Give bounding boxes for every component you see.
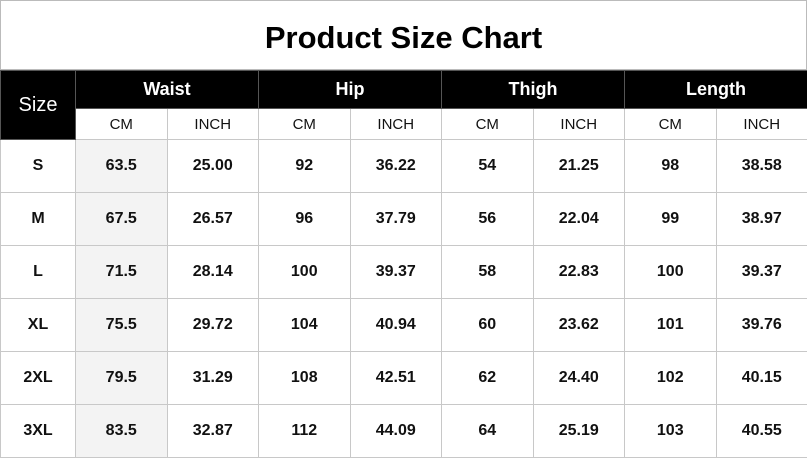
value-cell: 79.5 — [76, 352, 168, 405]
value-cell: 32.87 — [167, 405, 259, 458]
value-cell: 63.5 — [76, 140, 168, 193]
unit-header: CM — [625, 109, 717, 140]
value-cell: 64 — [442, 405, 534, 458]
value-cell: 25.00 — [167, 140, 259, 193]
value-cell: 56 — [442, 193, 534, 246]
unit-header: INCH — [716, 109, 807, 140]
value-cell: 28.14 — [167, 246, 259, 299]
value-cell: 83.5 — [76, 405, 168, 458]
value-cell: 40.15 — [716, 352, 807, 405]
value-cell: 101 — [625, 299, 717, 352]
value-cell: 108 — [259, 352, 351, 405]
value-cell: 60 — [442, 299, 534, 352]
value-cell: 96 — [259, 193, 351, 246]
size-cell: 3XL — [1, 405, 76, 458]
value-cell: 22.83 — [533, 246, 625, 299]
value-cell: 21.25 — [533, 140, 625, 193]
value-cell: 102 — [625, 352, 717, 405]
group-header: Length — [625, 71, 807, 109]
value-cell: 54 — [442, 140, 534, 193]
size-cell: S — [1, 140, 76, 193]
title: Product Size Chart — [0, 0, 807, 70]
value-cell: 24.40 — [533, 352, 625, 405]
value-cell: 25.19 — [533, 405, 625, 458]
value-cell: 103 — [625, 405, 717, 458]
value-cell: 38.58 — [716, 140, 807, 193]
size-cell: L — [1, 246, 76, 299]
value-cell: 58 — [442, 246, 534, 299]
unit-header: INCH — [167, 109, 259, 140]
value-cell: 38.97 — [716, 193, 807, 246]
group-header: Thigh — [442, 71, 625, 109]
group-header: Hip — [259, 71, 442, 109]
value-cell: 39.76 — [716, 299, 807, 352]
value-cell: 39.37 — [716, 246, 807, 299]
unit-header: CM — [259, 109, 351, 140]
value-cell: 26.57 — [167, 193, 259, 246]
value-cell: 40.55 — [716, 405, 807, 458]
value-cell: 37.79 — [350, 193, 442, 246]
unit-header: CM — [442, 109, 534, 140]
value-cell: 62 — [442, 352, 534, 405]
unit-header: INCH — [533, 109, 625, 140]
value-cell: 36.22 — [350, 140, 442, 193]
group-header: Waist — [76, 71, 259, 109]
value-cell: 40.94 — [350, 299, 442, 352]
value-cell: 31.29 — [167, 352, 259, 405]
unit-header: CM — [76, 109, 168, 140]
value-cell: 100 — [259, 246, 351, 299]
value-cell: 75.5 — [76, 299, 168, 352]
value-cell: 67.5 — [76, 193, 168, 246]
value-cell: 23.62 — [533, 299, 625, 352]
size-cell: 2XL — [1, 352, 76, 405]
value-cell: 44.09 — [350, 405, 442, 458]
size-cell: XL — [1, 299, 76, 352]
value-cell: 99 — [625, 193, 717, 246]
value-cell: 42.51 — [350, 352, 442, 405]
value-cell: 92 — [259, 140, 351, 193]
value-cell: 39.37 — [350, 246, 442, 299]
size-cell: M — [1, 193, 76, 246]
value-cell: 104 — [259, 299, 351, 352]
value-cell: 22.04 — [533, 193, 625, 246]
value-cell: 29.72 — [167, 299, 259, 352]
unit-header: INCH — [350, 109, 442, 140]
value-cell: 112 — [259, 405, 351, 458]
value-cell: 100 — [625, 246, 717, 299]
size-header: Size — [1, 71, 76, 140]
value-cell: 98 — [625, 140, 717, 193]
value-cell: 71.5 — [76, 246, 168, 299]
